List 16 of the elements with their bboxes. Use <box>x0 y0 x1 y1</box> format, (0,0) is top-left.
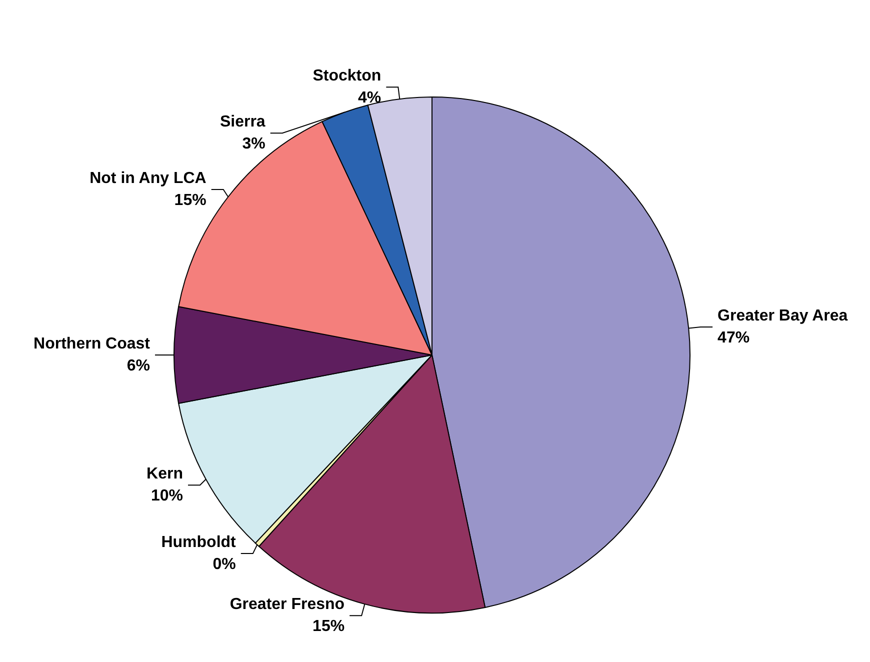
slice-label: Humboldt <box>161 534 237 552</box>
slice-label: Not in Any LCA <box>90 170 207 188</box>
slice-label: Northern Coast <box>34 336 151 352</box>
data-label: 15% <box>174 192 206 210</box>
slice-label: Greater Bay Area <box>718 308 848 325</box>
slice-label: Kern <box>146 466 184 483</box>
data-label: 4% <box>358 90 382 107</box>
data-label: 6% <box>126 358 150 374</box>
data-label: 10% <box>150 488 184 505</box>
slice-label: Sierra <box>220 114 266 131</box>
data-label: 3% <box>242 136 266 153</box>
data-label: 15% <box>312 618 345 636</box>
data-label: 0% <box>212 556 236 574</box>
data-label: 47% <box>718 330 750 347</box>
slice-label: Stockton <box>312 68 382 85</box>
slice-label: Greater Fresno <box>230 596 345 614</box>
